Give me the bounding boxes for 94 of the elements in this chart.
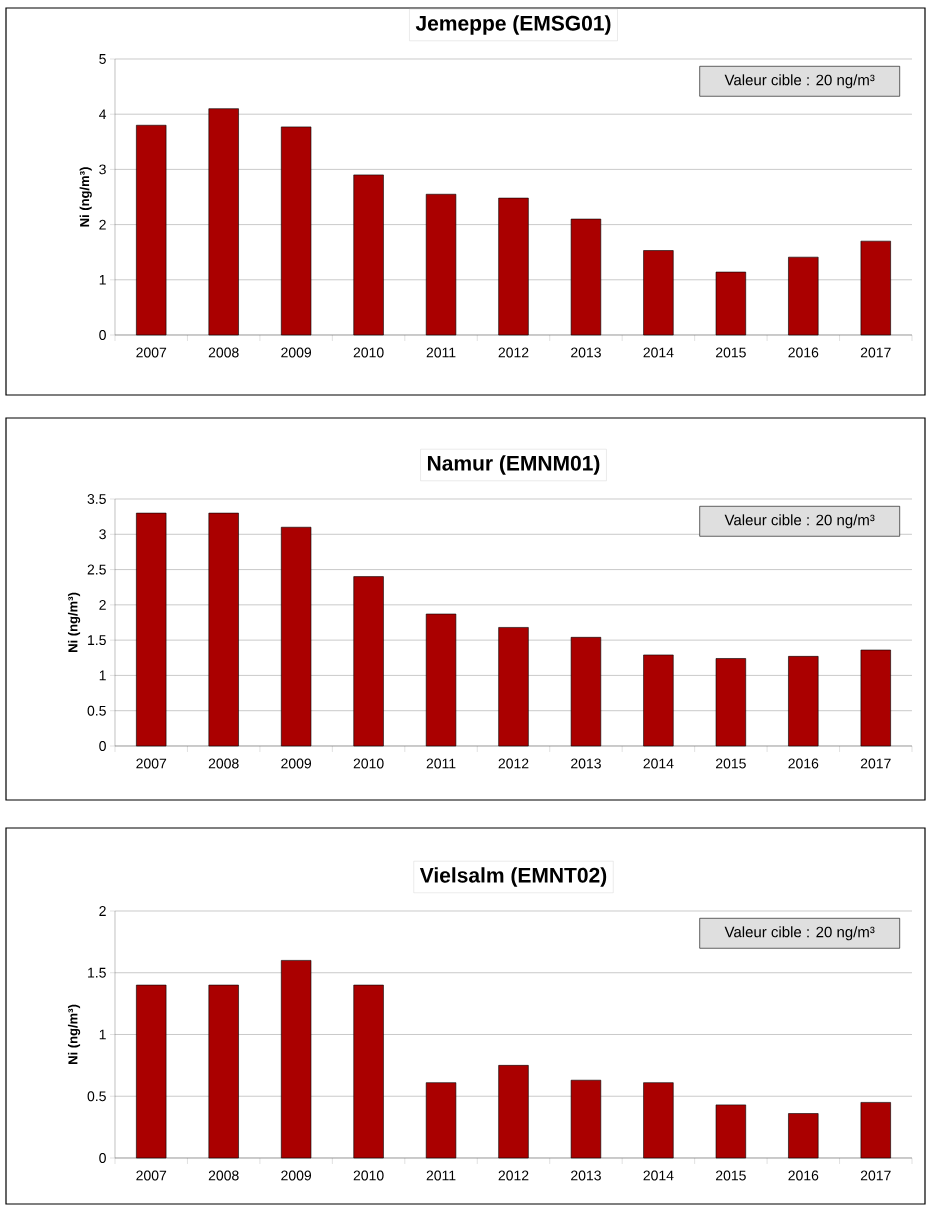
y-tick-label: 4 [98,109,107,120]
bar [353,174,384,336]
x-tick-label: 2010 [353,758,384,769]
x-tick-label: 2011 [426,1170,456,1181]
x-tick-label: 2009 [281,347,312,358]
annotation: Valeur cible : 20 ng/m³ [724,926,875,941]
x-tick-label: 2012 [498,758,529,769]
annotation: Valeur cible : 20 ng/m³ [724,74,875,89]
x-tick-label: 2010 [353,347,384,358]
bar [498,1065,529,1159]
x-tick-label: 2016 [788,347,819,358]
x-tick-label: 2015 [716,347,746,358]
bar [643,654,674,747]
x-tick-label: 2007 [136,347,167,358]
bar [715,1104,747,1159]
bar [788,656,819,747]
x-tick-label: 2017 [860,1170,891,1181]
x-tick-label: 2008 [208,1170,239,1181]
x-tick-label: 2007 [136,1170,167,1181]
bar [425,1082,457,1159]
bar [498,197,529,336]
x-tick-label: 2015 [716,1170,746,1181]
y-tick-label: 2 [99,906,106,916]
y-tick-label: 3 [99,164,106,175]
x-tick-label: 2016 [788,1170,819,1181]
bar [788,256,819,336]
bar [208,108,239,336]
y-tick-label: 2 [99,219,106,230]
y-tick-label: 1 [99,670,106,681]
y-tick-label: 0 [99,741,106,751]
x-tick-label: 2015 [716,758,746,769]
bar [208,984,239,1159]
y-axis-title: Ni (ng/m³) [79,167,92,227]
bar [280,126,312,336]
x-tick-label: 2010 [353,1170,384,1181]
bar [136,124,167,336]
y-tick-label: 1 [99,1029,106,1040]
y-tick-label: 0.5 [87,1091,106,1102]
bar [570,218,602,336]
x-tick-label: 2011 [426,758,456,769]
bar [353,984,384,1159]
x-tick-label: 2007 [136,758,167,769]
y-tick-label: 1.5 [88,635,106,646]
bar [715,658,747,747]
x-tick-label: 2013 [571,758,601,769]
chart-title: Namur (EMNM01) [427,455,600,475]
x-tick-label: 2011 [426,347,456,358]
x-tick-label: 2009 [281,758,312,769]
x-tick-label: 2014 [643,1170,674,1181]
bar [280,960,312,1159]
x-tick-label: 2013 [571,1170,601,1181]
x-tick-label: 2008 [208,758,239,769]
bar [788,1113,819,1159]
annotation: Valeur cible : 20 ng/m³ [724,514,875,529]
x-tick-label: 2017 [860,758,891,769]
bar [860,240,891,336]
x-tick-label: 2013 [571,347,601,358]
bar [425,193,457,336]
chart-title: Jemeppe (EMSG01) [415,15,611,35]
x-tick-label: 2009 [281,1170,312,1181]
y-tick-label: 3.5 [87,494,106,504]
x-tick-label: 2008 [208,347,239,358]
bar [570,637,602,747]
x-tick-label: 2014 [643,758,674,769]
bar [643,250,674,336]
chart-title: Vielsalm (EMNT02) [419,867,607,887]
y-axis-title: Ni (ng/m³) [67,1004,81,1064]
y-tick-label: 0.5 [87,705,106,716]
x-tick-label: 2016 [788,758,819,769]
bar [643,1082,674,1159]
bar [498,627,529,747]
y-tick-label: 5 [99,54,106,64]
bar [280,526,312,747]
x-tick-label: 2012 [498,1170,529,1181]
y-tick-label: 0 [99,330,106,340]
bar [860,649,891,747]
bar [860,1102,891,1159]
bar [425,613,457,747]
bar [570,1079,602,1159]
y-tick-label: 1.5 [88,967,106,978]
bar [353,576,384,747]
y-axis-title: Ni (ng/m³) [67,592,81,652]
y-tick-label: 2 [99,599,106,610]
x-tick-label: 2014 [643,347,674,358]
y-tick-label: 3 [99,529,106,540]
y-tick-label: 0 [99,1153,106,1163]
bar [715,271,747,336]
bar [208,512,239,747]
bar [136,984,167,1159]
x-tick-label: 2017 [860,347,891,358]
y-tick-label: 2.5 [87,564,106,575]
y-tick-label: 1 [99,274,106,285]
x-tick-label: 2012 [498,347,529,358]
bar [136,512,167,747]
